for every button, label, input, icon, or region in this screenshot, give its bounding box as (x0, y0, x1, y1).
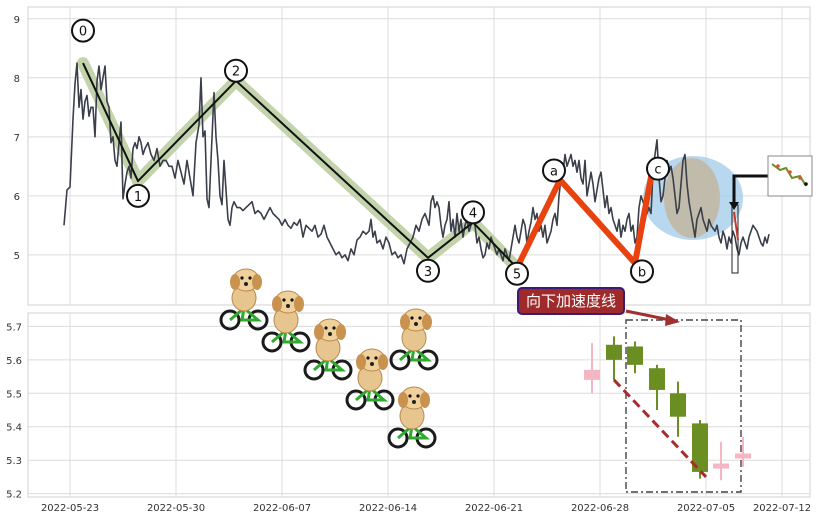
candle (606, 336, 622, 380)
candle-body (649, 368, 665, 390)
top-panel-frame (27, 6, 811, 306)
bottom-y-tick-label: 5.7 (6, 322, 22, 333)
wave-label-circle (630, 259, 654, 284)
x-tick-label: 2022-06-28 (571, 503, 629, 514)
projection-ellipse-core (664, 158, 720, 238)
wave-label-circle (542, 158, 566, 183)
wave-label-a: a (550, 164, 558, 179)
bottom-axes: 2022-05-23 2022-05-30 2022-06-07 2022-06-14… (6, 322, 811, 514)
top-y-tick-label: 9 (14, 15, 20, 26)
puppy-on-bike-icon (261, 290, 311, 353)
top-y-tick-label: 8 (14, 74, 20, 85)
candle-body (713, 463, 729, 469)
candles (584, 336, 751, 481)
wave-label-b: b (638, 265, 646, 280)
thumbnail-inset (767, 155, 813, 197)
candle-body (735, 453, 751, 459)
candle (649, 364, 665, 411)
target-tick (733, 211, 739, 241)
puppy-rider-illustrations (219, 268, 439, 449)
candle-body (692, 423, 708, 472)
puppy-on-bike-icon (389, 308, 439, 371)
focus-box (625, 319, 742, 493)
candle (627, 341, 643, 374)
annotation-arrowhead (665, 314, 680, 326)
x-tick-label: 2022-05-23 (41, 503, 99, 514)
candle-body (670, 393, 686, 417)
acceleration-trend-line (612, 378, 708, 478)
bottom-y-tick-label: 5.5 (6, 389, 22, 400)
wave-label-c: c (654, 163, 661, 178)
top-y-tick-label: 7 (14, 133, 20, 144)
annotation-callout: 向下加速度线 (517, 287, 680, 326)
candle-body (606, 344, 622, 360)
wave-label-5: 5 (513, 268, 521, 283)
x-tick-label: 2022-07-05 (677, 503, 735, 514)
correction-wave-line (514, 163, 656, 271)
bottom-y-tick-label: 5.4 (6, 423, 22, 434)
wave-label-circle (461, 200, 485, 225)
bottom-y-tick-label: 5.2 (6, 490, 22, 501)
target-connector (732, 174, 768, 204)
puppy-on-bike-icon (345, 348, 395, 411)
wave-label-4: 4 (469, 206, 477, 221)
bottom-y-tick-label: 5.3 (6, 456, 22, 467)
candle (670, 381, 686, 437)
wave-label-0: 0 (79, 25, 87, 40)
x-tick-label: 2022-06-21 (465, 503, 523, 514)
x-tick-label: 2022-06-14 (359, 503, 417, 514)
wave-label-2: 2 (232, 65, 240, 80)
puppy-on-bike-icon (387, 386, 437, 449)
wave-label-circle (416, 258, 440, 283)
top-y-tick-label: 6 (14, 192, 20, 203)
wave-label-circle (646, 156, 670, 181)
candle (692, 420, 708, 479)
candle-body (584, 369, 600, 380)
wave-label-circle (505, 261, 529, 286)
target-arrowhead (729, 202, 739, 210)
bottom-y-tick-label: 5.6 (6, 356, 22, 367)
wave-label-circle (71, 18, 95, 43)
candle (713, 441, 729, 481)
annotation-arrow (625, 309, 671, 322)
candle-body (627, 346, 643, 365)
wave-label-circle (126, 183, 150, 208)
x-tick-label: 2022-06-07 (253, 503, 311, 514)
puppy-on-bike-icon (303, 318, 353, 381)
x-tick-label: 2022-07-12 (753, 503, 811, 514)
annotation-box (517, 287, 625, 315)
candle (735, 436, 751, 467)
impulse-wave-line (82, 62, 518, 269)
top-y-tick-label: 5 (14, 251, 20, 262)
candle (584, 343, 600, 394)
wave-labels: 0 1 2 3 4 5 a b c (71, 18, 670, 286)
wave-label-circle (224, 58, 248, 83)
wave-label-1: 1 (134, 190, 142, 205)
puppy-on-bike-icon (219, 268, 269, 331)
wave-label-3: 3 (424, 265, 432, 280)
x-tick-label: 2022-05-30 (147, 503, 205, 514)
top-y-axis: 5 6 7 8 9 (14, 15, 20, 262)
annotation-text: 向下加速度线 (526, 292, 616, 310)
